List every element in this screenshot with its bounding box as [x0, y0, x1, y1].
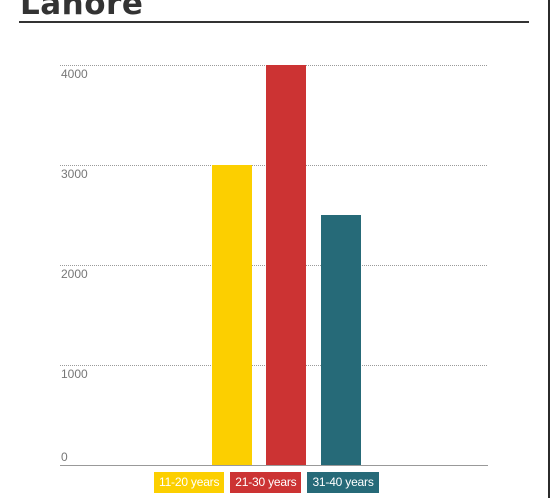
legend-item-31-40-years: 31-40 years: [307, 472, 379, 493]
chart-title: Lahore: [20, 0, 144, 22]
legend-item-11-20-years: 11-20 years: [154, 472, 225, 493]
title-underline: [19, 21, 529, 23]
y-tick-label: 0: [61, 450, 68, 464]
bar-21-30-years: [266, 65, 306, 465]
bar-chart: 0 1000 2000 3000 4000: [60, 65, 488, 466]
legend: 11-20 years 21-30 years 31-40 years: [154, 472, 379, 493]
page-edge-border: [548, 0, 550, 498]
legend-item-21-30-years: 21-30 years: [230, 472, 302, 493]
bar-31-40-years: [321, 215, 361, 465]
bar-11-20-years: [212, 165, 252, 465]
y-tick-label: 1000: [61, 367, 88, 381]
y-axis-ticks: 0 1000 2000 3000 4000: [61, 67, 88, 464]
bars: [212, 65, 361, 465]
y-tick-label: 4000: [61, 67, 88, 81]
y-tick-label: 3000: [61, 167, 88, 181]
y-tick-label: 2000: [61, 267, 88, 281]
